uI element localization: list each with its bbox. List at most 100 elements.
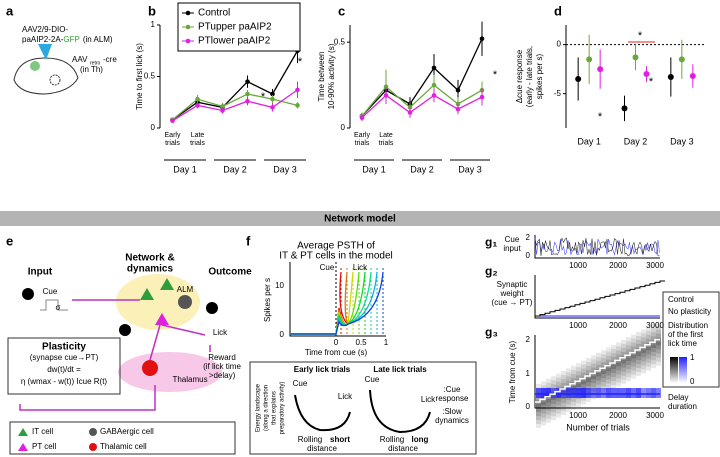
heat-cell <box>616 366 621 371</box>
f-text: 1 <box>384 338 389 347</box>
heat-cell <box>591 355 596 360</box>
heat-cell <box>641 353 646 358</box>
panel-letter: a <box>6 3 14 18</box>
heat-cell <box>606 388 611 398</box>
heat-cell <box>556 385 561 390</box>
heat-cell <box>656 349 661 354</box>
heat-cell <box>626 341 631 346</box>
colorbar <box>670 357 678 383</box>
virus: AAV <box>72 55 88 64</box>
heat-cell <box>561 388 566 398</box>
e-text: g₃ <box>209 305 216 312</box>
heat-cell <box>611 373 616 377</box>
e-text: (if lick time <box>203 362 241 371</box>
e-text: Reward <box>208 353 236 362</box>
heat-cell <box>656 353 661 358</box>
point <box>220 104 225 109</box>
heat-cell <box>556 418 561 422</box>
heat-cell <box>541 385 546 390</box>
heat-cell <box>641 341 646 346</box>
point <box>667 73 674 80</box>
heat-cell <box>641 373 646 377</box>
y-tick-label: 0 <box>151 123 156 132</box>
heat-cell <box>591 379 596 384</box>
heat-cell <box>636 360 641 364</box>
point <box>632 54 639 61</box>
series-line <box>172 50 299 121</box>
y-axis-label: spikes per s) <box>535 53 544 99</box>
heat-cell <box>626 345 631 350</box>
g-text: g₂ <box>485 264 498 278</box>
heat-cell <box>611 349 616 353</box>
g-text: (cue → PT) <box>492 298 533 307</box>
heat-cell <box>556 397 561 402</box>
heat-cell <box>636 372 641 376</box>
construct-part: paAIP2-2A- <box>22 35 64 44</box>
heat-cell <box>576 367 581 372</box>
heat-cell <box>581 405 586 409</box>
point <box>270 91 275 97</box>
y-tick-label: 0 <box>341 123 346 132</box>
heat-cell <box>576 359 581 363</box>
heat-cell <box>611 357 616 361</box>
point <box>195 103 200 108</box>
heat-cell <box>606 344 611 348</box>
point <box>170 118 175 124</box>
heat-cell <box>571 385 576 390</box>
panel-letter: d <box>554 3 562 18</box>
f-text: Time from cue (s) <box>305 348 368 357</box>
heat-cell <box>551 388 556 398</box>
heat-cell <box>551 396 556 401</box>
g-axes <box>534 275 660 319</box>
heat-cell <box>626 337 631 342</box>
heat-cell <box>571 388 576 398</box>
psth-curve <box>290 271 350 335</box>
heat-cell <box>581 357 586 361</box>
heat-cell <box>601 346 606 350</box>
heat-cell <box>546 375 551 379</box>
heat-cell <box>586 358 591 362</box>
series-line <box>172 93 298 121</box>
heat-cell <box>576 403 581 408</box>
heat-cell <box>646 334 651 339</box>
heat-cell <box>561 383 566 387</box>
heat-cell <box>546 423 551 427</box>
section-title: Network model <box>324 214 396 225</box>
f-text: IT & PT cells in the model <box>279 251 393 262</box>
heat-cell <box>556 370 561 374</box>
heat-cell <box>576 383 581 388</box>
g-legend-box <box>662 291 720 388</box>
heat-cell <box>581 396 586 401</box>
y-tick-label: 0.5 <box>334 37 346 46</box>
pt-cell <box>155 313 169 325</box>
g-text: weight <box>499 289 524 298</box>
heat-cell <box>606 371 611 376</box>
f-text: 0.5 <box>355 338 367 347</box>
heat-cell <box>536 420 541 424</box>
heat-cell <box>651 324 656 329</box>
heat-cell <box>536 408 541 412</box>
g-text: 1 <box>690 353 695 362</box>
e-text: (synapse cue→PT) <box>30 353 99 362</box>
heat-cell <box>546 382 551 387</box>
heat-cell <box>611 365 616 369</box>
g-text: 1000 <box>569 411 587 420</box>
heat-cell <box>546 388 551 398</box>
heat-cell <box>646 388 651 398</box>
heat-cell <box>536 412 541 416</box>
heat-cell <box>616 378 621 383</box>
heat-cell <box>636 336 641 340</box>
heat-cell <box>536 384 541 388</box>
g-text: 3000 <box>646 321 664 330</box>
g-text: 0 <box>690 377 695 386</box>
group-label: Day 2 <box>223 164 247 174</box>
heat-cell <box>656 321 661 326</box>
heat-cell <box>651 336 656 341</box>
heat-cell <box>566 388 571 398</box>
x-tick-label: Day 1 <box>577 136 601 146</box>
heat-cell <box>576 363 581 368</box>
heat-cell <box>646 354 651 359</box>
heat-cell <box>541 417 546 422</box>
heat-cell <box>581 364 586 369</box>
legend-it <box>18 428 28 436</box>
